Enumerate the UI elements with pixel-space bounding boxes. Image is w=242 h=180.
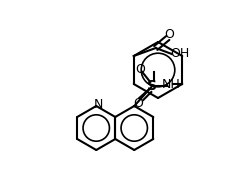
Text: O: O [135,62,145,75]
Text: OH: OH [170,46,189,60]
Text: O: O [133,96,143,109]
Text: S: S [147,79,157,93]
Text: N: N [94,98,103,111]
Text: NH: NH [162,78,181,91]
Text: O: O [164,28,174,40]
